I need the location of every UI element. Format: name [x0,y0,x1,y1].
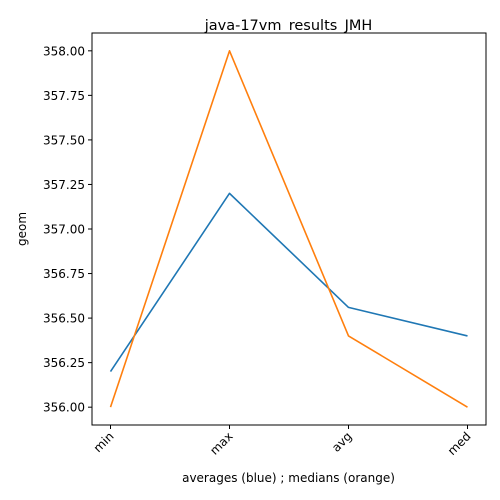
y-tick-label: 356.00 [43,401,85,415]
y-tick-label: 356.25 [43,356,85,370]
y-tick-label: 358.00 [43,44,85,58]
y-axis-label: geom [15,212,29,246]
series-lines [109,50,468,408]
y-tick-label: 356.50 [43,312,85,326]
x-tick-label: max [207,429,235,457]
x-tick-label: med [445,429,474,458]
y-tick-label: 356.75 [43,267,85,281]
y-tick-label: 357.00 [43,223,85,237]
x-axis-label: averages (blue) ; medians (orange) [182,471,395,485]
y-tick-label: 357.50 [43,133,85,147]
y-tick-label: 357.25 [43,178,85,192]
x-tick-label: avg [329,429,355,455]
chart-title: java-17vm_results_JMH [204,18,373,34]
y-axis: 356.00 356.25 356.50 356.75 357.00 357.25 357.… [43,44,92,415]
x-axis: min max avg med [91,425,474,458]
series-line-2 [109,50,468,408]
x-tick-label: min [91,429,117,455]
plot-area [91,32,487,426]
y-tick-label: 357.75 [43,89,85,103]
series-line-1 [109,192,468,372]
